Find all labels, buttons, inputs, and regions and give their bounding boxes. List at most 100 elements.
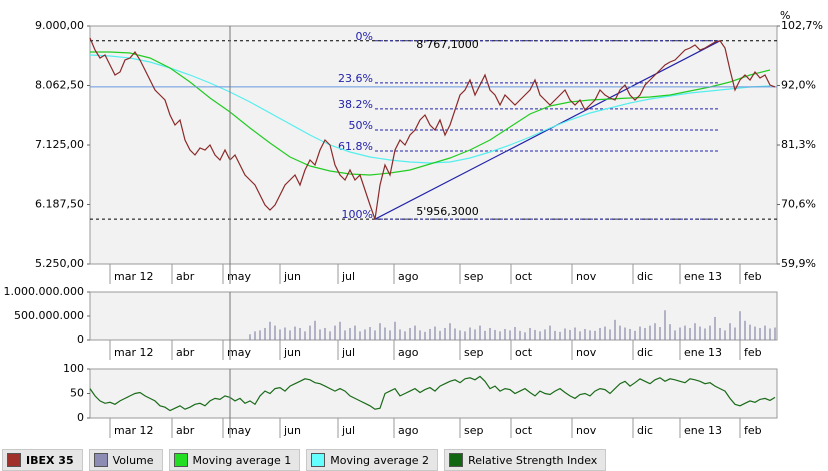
volume-bar xyxy=(324,328,326,340)
volume-bar xyxy=(439,330,441,340)
legend-item[interactable]: Moving average 2 xyxy=(306,449,439,471)
x-tick-label: abr xyxy=(176,346,195,359)
y2-tick-label: 81,3% xyxy=(781,138,816,151)
volume-bar xyxy=(589,330,591,340)
volume-bar xyxy=(639,326,641,340)
y2-tick-label: 70,6% xyxy=(781,198,816,211)
x-tick-label: ago xyxy=(398,346,419,359)
x-tick-label: feb xyxy=(744,424,762,437)
volume-bar xyxy=(249,334,251,340)
volume-bar xyxy=(359,331,361,340)
x-tick-label: ene 13 xyxy=(684,424,722,437)
y-tick-label: 7.125,00 xyxy=(35,138,84,151)
y-tick-label: 100 xyxy=(63,362,84,375)
volume-bar xyxy=(474,329,476,340)
volume-bar xyxy=(714,316,716,340)
volume-bar xyxy=(544,329,546,340)
x-tick-label: nov xyxy=(576,424,597,437)
volume-bar xyxy=(759,328,761,340)
volume-bar xyxy=(369,327,371,340)
y-tick-label: 1.000.000.000 xyxy=(4,285,84,298)
x-tick-label: ene 13 xyxy=(684,346,722,359)
series-line xyxy=(89,54,771,164)
volume-bar xyxy=(374,330,376,340)
legend-item[interactable]: Relative Strength Index xyxy=(444,449,607,471)
volume-bar xyxy=(489,328,491,340)
volume-bar xyxy=(754,326,756,340)
legend-item[interactable]: Volume xyxy=(88,449,163,471)
volume-bar xyxy=(504,328,506,340)
volume-bar xyxy=(549,325,551,340)
series-line xyxy=(89,37,776,220)
volume-bar xyxy=(339,321,341,340)
volume-bar xyxy=(564,328,566,340)
volume-bar xyxy=(739,311,741,340)
price-panel xyxy=(89,25,778,265)
legend-label: Moving average 2 xyxy=(330,453,430,467)
x-tick-label: oct xyxy=(515,424,533,437)
y-tick-label: 9.000,00 xyxy=(35,19,84,32)
volume-bar xyxy=(449,323,451,340)
volume-bar xyxy=(659,327,661,340)
volume-bar xyxy=(469,327,471,340)
volume-bar xyxy=(514,327,516,340)
volume-bar xyxy=(479,325,481,340)
fib-label: 100% xyxy=(342,208,373,221)
volume-bar xyxy=(694,323,696,340)
volume-bar xyxy=(399,329,401,340)
x-tick-label: sep xyxy=(464,270,483,283)
y-tick-label: 50 xyxy=(70,387,84,400)
x-tick-label: nov xyxy=(576,270,597,283)
volume-bar xyxy=(554,330,556,340)
volume-bar xyxy=(664,310,666,340)
legend-item[interactable]: IBEX 35 xyxy=(2,449,83,471)
volume-bar xyxy=(319,329,321,340)
x-tick-label: ago xyxy=(398,270,419,283)
y-tick-label: 0 xyxy=(77,333,84,346)
volume-bar xyxy=(559,331,561,340)
volume-bar xyxy=(299,328,301,340)
volume-bar xyxy=(704,328,706,340)
volume-bar xyxy=(729,323,731,340)
high-label: 8'767,1000 xyxy=(416,38,479,51)
volume-bar xyxy=(464,331,466,340)
legend-label: Moving average 1 xyxy=(192,453,292,467)
legend-label: Volume xyxy=(112,453,154,467)
fib-label: 23.6% xyxy=(338,72,373,85)
volume-bar xyxy=(284,327,286,340)
volume-bar xyxy=(384,327,386,340)
low-label: 5'956,3000 xyxy=(416,205,479,218)
x-tick-label: dic xyxy=(637,346,653,359)
volume-bar xyxy=(579,331,581,340)
volume-bar xyxy=(494,329,496,340)
volume-bar xyxy=(344,330,346,340)
volume-bar xyxy=(429,328,431,340)
volume-bar xyxy=(434,326,436,340)
volume-bar xyxy=(444,328,446,340)
volume-bar xyxy=(584,328,586,340)
x-tick-label: may xyxy=(227,346,251,359)
volume-bar xyxy=(599,328,601,340)
volume-bar xyxy=(404,331,406,340)
volume-bar xyxy=(354,325,356,340)
x-tick-label: nov xyxy=(576,346,597,359)
legend-label: Relative Strength Index xyxy=(468,453,598,467)
x-tick-label: feb xyxy=(744,346,762,359)
volume-bar xyxy=(709,325,711,340)
volume-bar xyxy=(529,328,531,340)
volume-bar xyxy=(719,328,721,340)
volume-bar xyxy=(674,330,676,340)
x-tick-label: oct xyxy=(515,270,533,283)
volume-bar xyxy=(409,328,411,340)
y2-tick-label: 92,0% xyxy=(781,79,816,92)
volume-bar xyxy=(539,331,541,340)
volume-bar xyxy=(764,325,766,340)
y-tick-label: 0 xyxy=(77,411,84,424)
x-tick-label: feb xyxy=(744,270,762,283)
x-tick-label: mar 12 xyxy=(114,346,153,359)
legend-item[interactable]: Moving average 1 xyxy=(168,449,301,471)
volume-bar xyxy=(394,321,396,340)
volume-bar xyxy=(314,320,316,340)
volume-bar xyxy=(724,330,726,340)
volume-bar xyxy=(264,328,266,340)
